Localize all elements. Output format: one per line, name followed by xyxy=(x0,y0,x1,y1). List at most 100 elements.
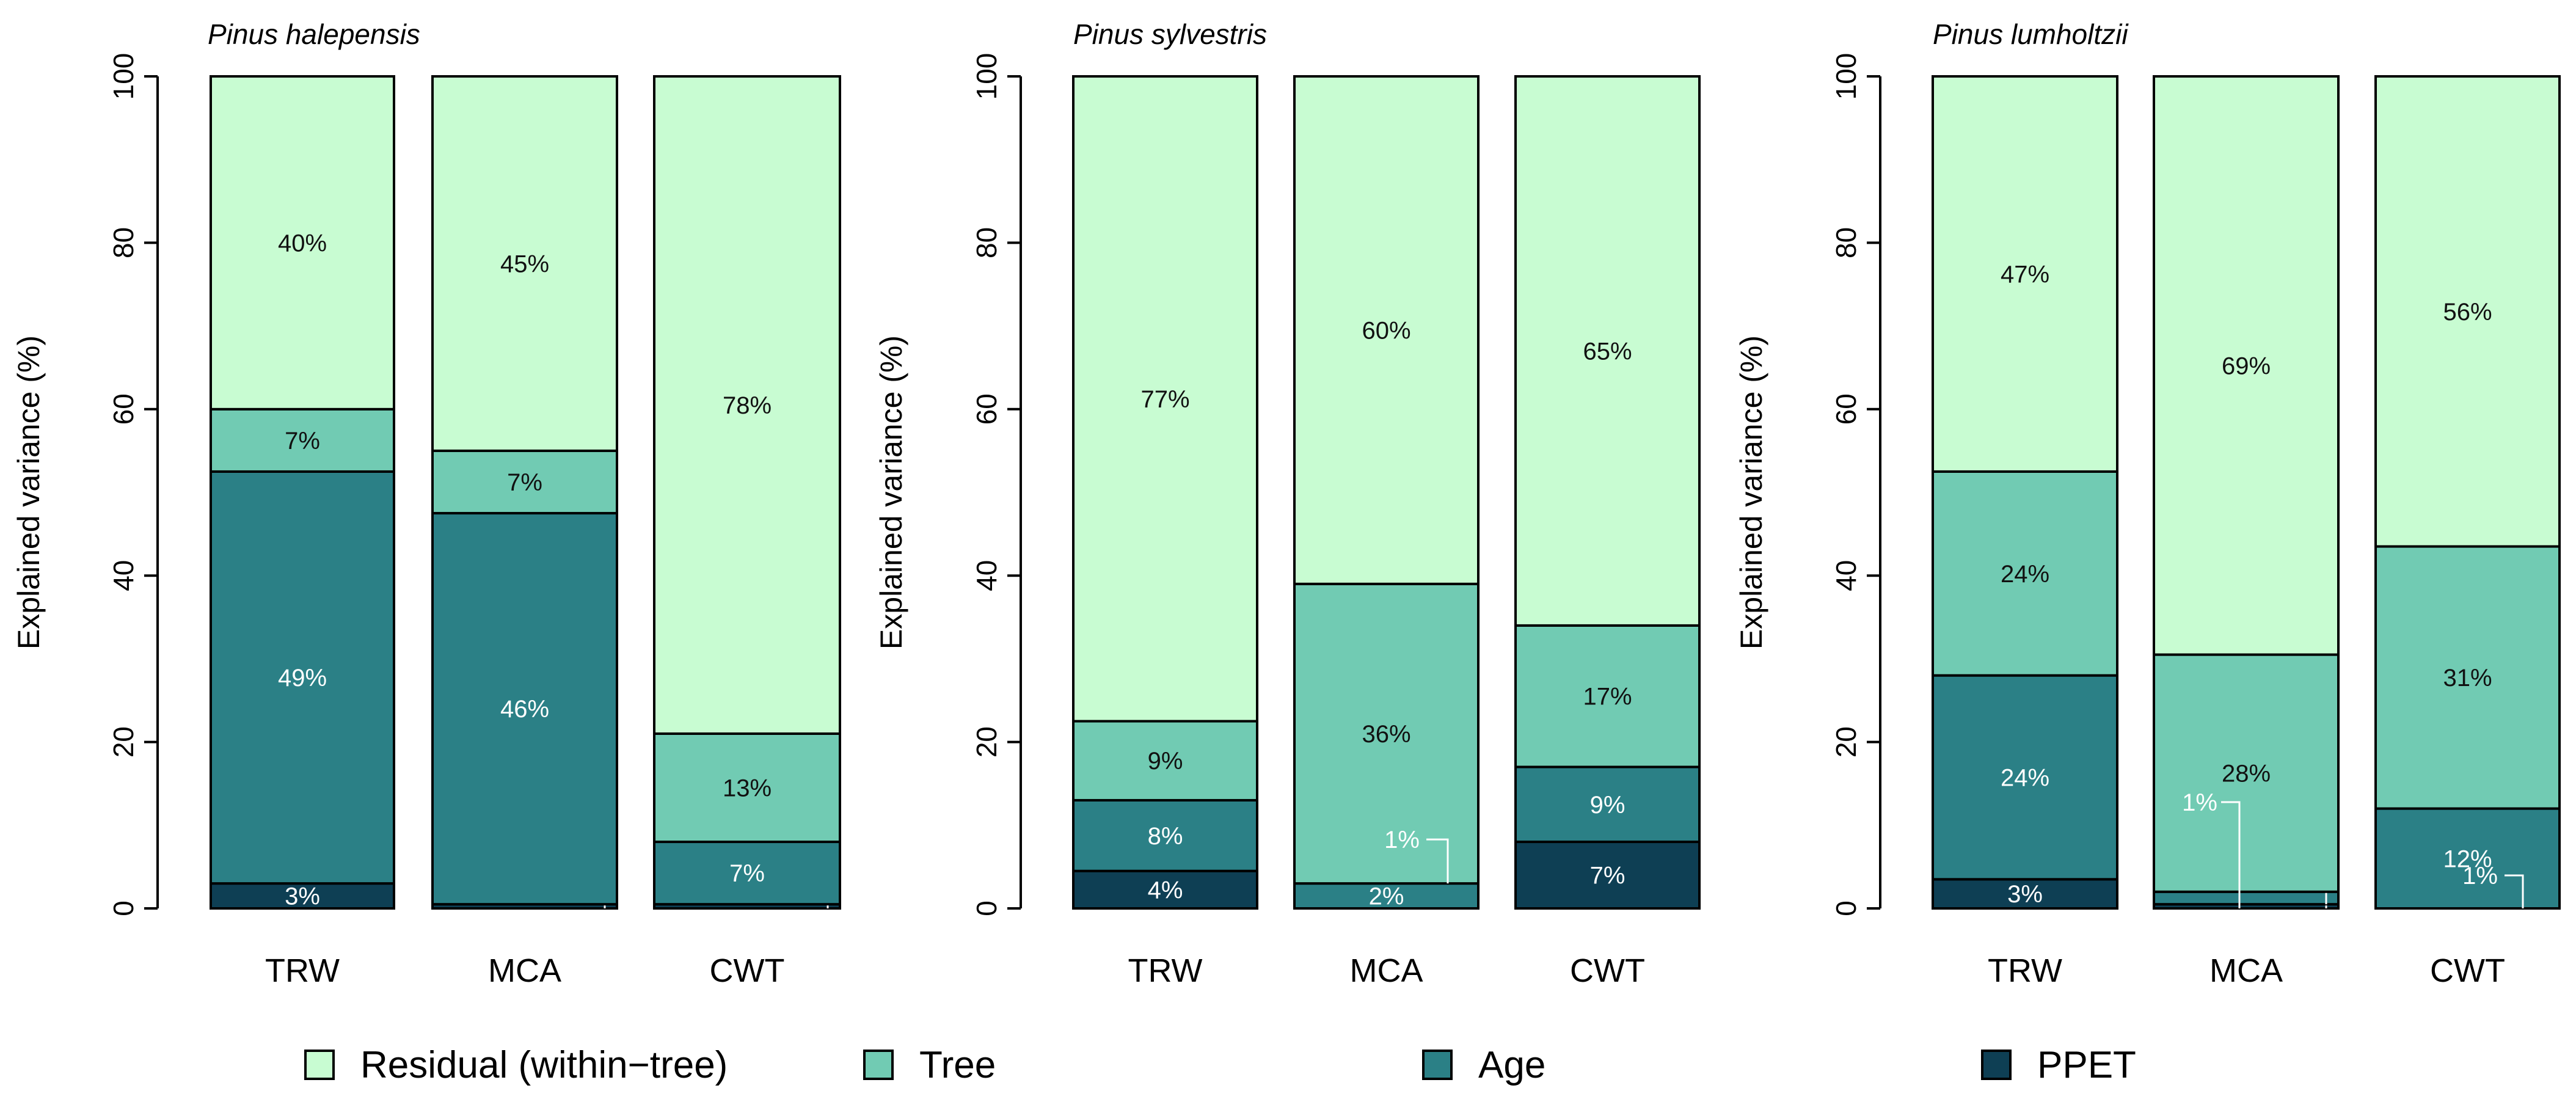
y-tick-label: 100 xyxy=(1830,53,1862,100)
legend-item-age: Age xyxy=(1422,1044,1545,1086)
data-label-tree: 31% xyxy=(2443,665,2492,692)
data-label-tree: 7% xyxy=(285,428,320,455)
y-tick-label: 60 xyxy=(971,393,1002,425)
segment-residual-within-tree xyxy=(2374,75,2561,548)
y-axis-label: Explained variance (%) xyxy=(874,335,908,649)
y-tick-label: 60 xyxy=(1830,393,1862,425)
data-label-age: 49% xyxy=(278,665,327,692)
data-label-tree: 24% xyxy=(2001,561,2049,588)
data-label-tree: 36% xyxy=(1362,721,1410,748)
segment-tree xyxy=(1293,582,1480,885)
data-label-residual-within-tree: 45% xyxy=(500,250,549,277)
data-label-residual-within-tree: 56% xyxy=(2443,299,2492,326)
y-tick-label: 80 xyxy=(971,227,1002,258)
legend-label: Tree xyxy=(919,1044,996,1086)
bar-cwt: 12% 31% 56% xyxy=(2374,75,2561,910)
data-label-tree: 7% xyxy=(507,469,542,496)
y-tick-label: 0 xyxy=(1830,900,1862,916)
callout-label: 1% xyxy=(2462,863,2498,889)
segment-tree xyxy=(1932,470,2118,677)
segment-tree xyxy=(2374,545,2561,810)
data-label-tree: 9% xyxy=(1148,748,1183,775)
segment-residual-within-tree xyxy=(2153,75,2340,656)
callout-label: 1% xyxy=(1384,827,1420,853)
panel-pinus-sylvestris: Pinus sylvestris Explained variance (%) 0 2… xyxy=(874,18,1701,989)
bar-trw: 3% 49% 7% 40% xyxy=(210,75,395,910)
segment-residual-within-tree xyxy=(1932,75,2118,473)
y-tick-label: 20 xyxy=(108,726,139,758)
x-category-label: CWT xyxy=(710,952,785,989)
y-tick-label: 40 xyxy=(971,560,1002,591)
data-label-age: 12% xyxy=(2443,845,2492,872)
y-tick-label: 20 xyxy=(1830,726,1862,758)
segment-age xyxy=(653,841,841,906)
segment-age xyxy=(210,470,395,885)
legend-label: Age xyxy=(1478,1044,1545,1086)
x-category-label: CWT xyxy=(2430,952,2505,989)
y-tick-label: 100 xyxy=(971,53,1002,100)
segment-age xyxy=(431,512,618,906)
data-label-residual-within-tree: 47% xyxy=(2001,261,2049,288)
data-label-tree: 13% xyxy=(723,775,772,802)
x-category-label: TRW xyxy=(265,952,340,989)
bar-mca: 1%1%28%69% xyxy=(2153,75,2340,910)
y-tick-label: 80 xyxy=(108,227,139,258)
y-tick-label: 60 xyxy=(108,393,139,425)
data-label-ppet: 4% xyxy=(1148,877,1183,904)
segment-tree xyxy=(2153,653,2340,893)
segment-ppet xyxy=(1932,878,2118,910)
segment-tree xyxy=(653,732,841,844)
callout-line xyxy=(2221,801,2241,908)
x-category-label: TRW xyxy=(1128,952,1203,989)
panel-title: Pinus lumholtzii xyxy=(1933,18,2129,50)
x-category-label: TRW xyxy=(1988,952,2062,989)
y-tick-label: 40 xyxy=(1830,560,1862,591)
data-label-residual-within-tree: 69% xyxy=(2222,352,2271,379)
data-label-tree: 17% xyxy=(1583,684,1632,710)
bar-trw: 3% 24% 24% 47% xyxy=(1932,75,2118,910)
legend-label: PPET xyxy=(2037,1044,2136,1086)
data-label-residual-within-tree: 65% xyxy=(1583,338,1632,365)
segment-residual-within-tree xyxy=(1293,75,1480,585)
segment-residual-within-tree xyxy=(210,75,395,411)
data-label-age: 2% xyxy=(1369,883,1404,910)
segment-age xyxy=(1514,765,1701,844)
callout-line xyxy=(2505,874,2524,908)
panel-title: Pinus sylvestris xyxy=(1073,18,1267,50)
y-tick-label: 0 xyxy=(971,900,1002,916)
legend-item-tree: Tree xyxy=(863,1044,996,1086)
legend-item-ppet: PPET xyxy=(1981,1044,2136,1086)
segment-residual-within-tree xyxy=(431,75,618,452)
x-category-label: MCA xyxy=(1350,952,1423,989)
y-tick-label: 80 xyxy=(1830,227,1862,258)
data-label-age: 46% xyxy=(500,696,549,723)
segment-residual-within-tree xyxy=(653,75,841,735)
legend: Residual (within−tree) Tree Age PPET xyxy=(304,1044,2136,1086)
x-category-label: MCA xyxy=(2209,952,2283,989)
bar-cwt: 1%7%13%78% xyxy=(653,75,841,910)
y-axis-label: Explained variance (%) xyxy=(12,335,46,649)
bar-mca: 2% 36% 60% xyxy=(1293,75,1480,910)
segment-tree xyxy=(210,407,395,473)
bar-cwt: 7% 9% 17% 65% xyxy=(1514,75,1701,910)
data-label-residual-within-tree: 78% xyxy=(723,392,772,419)
legend-swatch xyxy=(1422,1050,1453,1080)
data-label-residual-within-tree: 60% xyxy=(1362,317,1410,344)
data-label-age: 9% xyxy=(1590,792,1626,819)
segment-age xyxy=(2374,807,2561,910)
bar-trw: 4% 8% 9% 77% xyxy=(1072,75,1258,910)
segment-residual-within-tree xyxy=(1514,75,1701,627)
data-label-residual-within-tree: 77% xyxy=(1140,386,1189,413)
panel-pinus-halepensis: Pinus halepensis Explained variance (%) 0 2… xyxy=(12,18,841,989)
segment-residual-within-tree xyxy=(1072,75,1258,723)
callout-label: 1% xyxy=(2182,789,2217,816)
data-label-age: 24% xyxy=(2001,764,2049,791)
segment-tree xyxy=(1072,720,1258,801)
bar-mca: 1%46%7%45% xyxy=(431,75,618,910)
panel-pinus-lumholtzii: Pinus lumholtzii Explained variance (%) 0 2… xyxy=(1734,18,2561,989)
panels: Pinus halepensis Explained variance (%) 0 2… xyxy=(12,18,2561,989)
y-axis-label: Explained variance (%) xyxy=(1734,335,1768,649)
legend-label: Residual (within−tree) xyxy=(360,1044,728,1086)
data-label-residual-within-tree: 40% xyxy=(278,230,327,257)
